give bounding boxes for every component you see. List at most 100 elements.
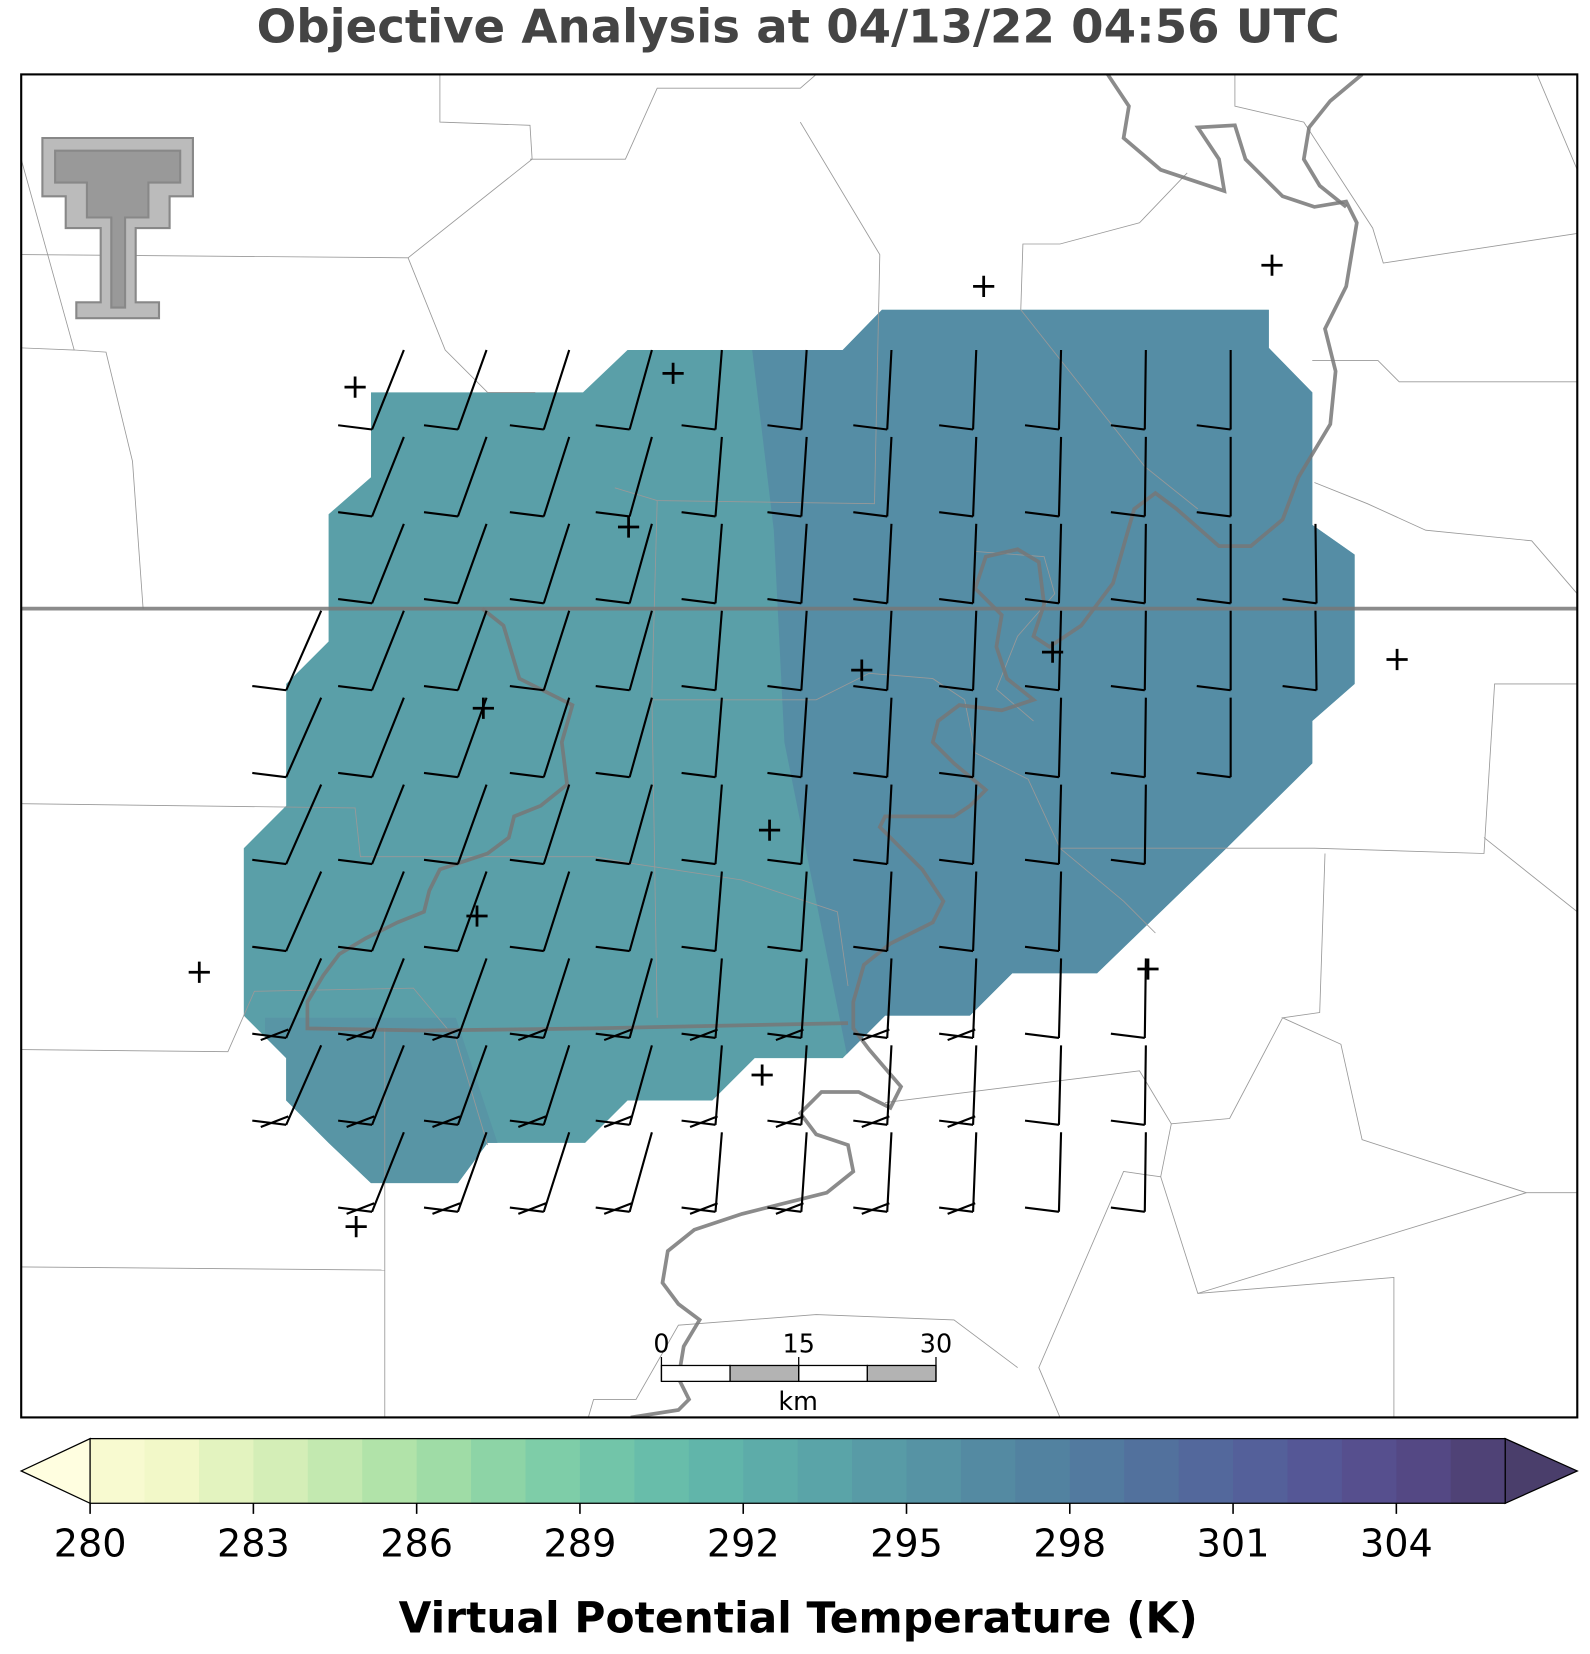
wind-barb — [767, 436, 808, 518]
wind-barb — [681, 436, 723, 518]
map: km 0 15 30 — [20, 73, 1579, 1419]
colorbar-bin — [471, 1438, 527, 1504]
colorbar-bin — [1069, 1438, 1125, 1504]
wind-barb — [509, 610, 571, 692]
wind-barb — [338, 871, 405, 953]
logo — [41, 136, 194, 320]
scale-bar: km 0 15 30 — [653, 1329, 952, 1416]
wind-barb — [767, 1045, 808, 1128]
wind-barb — [1024, 1132, 1063, 1213]
rivers — [21, 74, 1578, 1418]
wind-barb — [423, 958, 488, 1042]
wind-barb — [853, 1045, 893, 1128]
wind-barb — [939, 349, 978, 431]
colorbar-bin — [852, 1438, 908, 1504]
scale-unit: km — [778, 1386, 818, 1416]
wind-barb — [939, 784, 978, 866]
wind-barb — [939, 523, 978, 605]
colorbar-bin — [579, 1438, 635, 1504]
wind-barb — [338, 784, 405, 866]
wind-barb — [1110, 697, 1147, 779]
wind-barb — [853, 349, 893, 431]
wind-barb — [338, 523, 405, 605]
wind-barb — [1196, 436, 1232, 518]
colorbar-bin — [1124, 1438, 1180, 1504]
colorbar-bin — [1341, 1438, 1397, 1504]
wind-barb — [338, 610, 405, 692]
colorbar-bin — [1396, 1438, 1452, 1504]
wind-barb — [1196, 349, 1232, 431]
wind-barb — [509, 958, 571, 1042]
colorbar-bin — [525, 1438, 581, 1504]
wind-barb — [681, 1132, 723, 1215]
colorbar-tick-label: 289 — [544, 1521, 617, 1565]
wind-barb — [681, 1045, 723, 1128]
wind-barb — [853, 1132, 893, 1215]
wind-barb — [1024, 784, 1063, 866]
wind-barb — [1110, 1132, 1147, 1213]
wind-barb — [338, 697, 405, 779]
wind-barb — [252, 871, 323, 953]
wind-barb — [1024, 871, 1063, 953]
wind-barb — [1024, 523, 1063, 605]
wind-barb — [767, 784, 808, 866]
colorbar-tick-label: 280 — [54, 1521, 127, 1565]
colorbar-bin — [362, 1438, 418, 1504]
wind-barb — [252, 958, 323, 1042]
scale-label: 15 — [783, 1329, 815, 1359]
station-markers — [188, 254, 1408, 1238]
colorbar-tick-label: 283 — [217, 1521, 290, 1565]
stations — [188, 254, 1408, 1238]
scale-segment — [660, 1364, 731, 1383]
colorbar-tick-label: 298 — [1033, 1521, 1106, 1565]
wind-barb — [509, 871, 571, 953]
colorbar-bin — [960, 1438, 1016, 1504]
wind-barb — [338, 1044, 405, 1128]
wind-barb — [252, 1044, 323, 1128]
wind-barb — [939, 697, 978, 779]
colorbar-bin — [1233, 1438, 1289, 1504]
wind-barb — [509, 1045, 571, 1128]
colorbar-over — [1504, 1437, 1579, 1505]
wind-barb — [767, 1132, 808, 1215]
colorbar-bin — [1178, 1438, 1234, 1504]
wind-barb — [767, 958, 808, 1042]
wind-barb — [853, 436, 893, 518]
wind-barb — [1024, 436, 1063, 518]
wind-barb — [595, 697, 653, 779]
wind-barb — [423, 436, 488, 518]
wind-barb — [681, 784, 723, 866]
wind-barb — [767, 349, 808, 431]
colorbar-bin — [1015, 1438, 1071, 1504]
wind-barb — [423, 784, 488, 866]
colorbar-tick-label: 292 — [707, 1521, 780, 1565]
wind-barb — [939, 958, 978, 1042]
wind-barb — [423, 697, 488, 779]
wind-barb — [939, 610, 978, 692]
wind-barb — [509, 436, 571, 518]
wind-barb — [1282, 610, 1318, 692]
colorbar: Virtual Potential Temperature (K) 280 283… — [19, 1437, 1579, 1643]
wind-barb — [1196, 697, 1232, 779]
wind-barb — [509, 523, 571, 605]
colorbar-frame — [89, 1437, 1506, 1504]
wind-barb — [595, 958, 653, 1042]
scale-segment — [798, 1364, 868, 1383]
colorbar-label: Virtual Potential Temperature (K) — [399, 1594, 1198, 1643]
wind-barb — [252, 784, 323, 866]
colorbar-bin — [688, 1438, 744, 1504]
colorbar-bin — [1287, 1438, 1343, 1504]
colorbar-bin — [906, 1438, 962, 1504]
county-lines — [21, 74, 1578, 1418]
map-frame — [20, 73, 1579, 1419]
wind-barb — [767, 523, 808, 605]
colorbar-bin — [743, 1438, 799, 1504]
wind-barb — [509, 349, 571, 431]
scale-label: 0 — [653, 1329, 669, 1359]
wind-barb — [767, 871, 808, 953]
wind-barb — [595, 1045, 653, 1128]
wind-barb — [423, 1131, 488, 1215]
wind-barb — [595, 349, 653, 431]
wind-barb — [1196, 523, 1232, 605]
